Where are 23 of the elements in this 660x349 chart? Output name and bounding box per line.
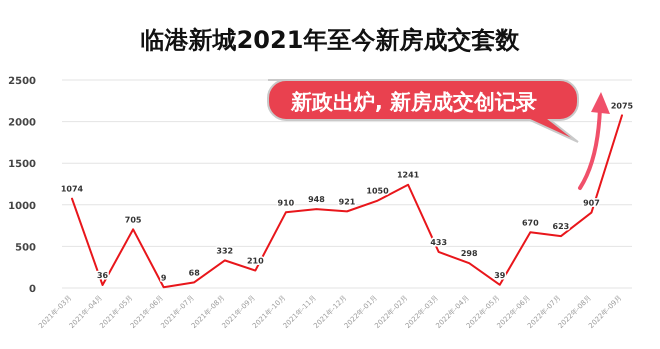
data-label: 39 <box>494 270 506 280</box>
data-label: 9 <box>160 273 167 282</box>
data-label: 1074 <box>60 184 84 194</box>
data-label: 1241 <box>396 170 420 180</box>
y-tick-label: 1500 <box>8 159 36 170</box>
y-tick-label: 2500 <box>8 76 36 87</box>
data-label: 1050 <box>366 186 390 196</box>
y-tick-label: 0 <box>29 284 36 295</box>
data-label: 298 <box>460 249 478 258</box>
data-label: 332 <box>216 246 234 256</box>
data-label: 705 <box>124 215 142 224</box>
chart-title: 临港新城2021年至今新房成交套数 <box>140 26 520 54</box>
data-label: 2075 <box>610 101 634 110</box>
data-label: 910 <box>278 198 295 208</box>
data-label: 921 <box>338 197 356 206</box>
annotation: 新政出炉, 新房成交创记录 <box>290 90 538 114</box>
y-tick-label: 2000 <box>8 118 36 129</box>
y-tick-label: 1000 <box>8 200 36 212</box>
data-label: 68 <box>188 268 200 278</box>
data-label: 670 <box>522 218 540 228</box>
y-tick-label: 500 <box>15 242 36 254</box>
data-label: 623 <box>552 222 570 232</box>
data-label: 948 <box>308 195 326 204</box>
